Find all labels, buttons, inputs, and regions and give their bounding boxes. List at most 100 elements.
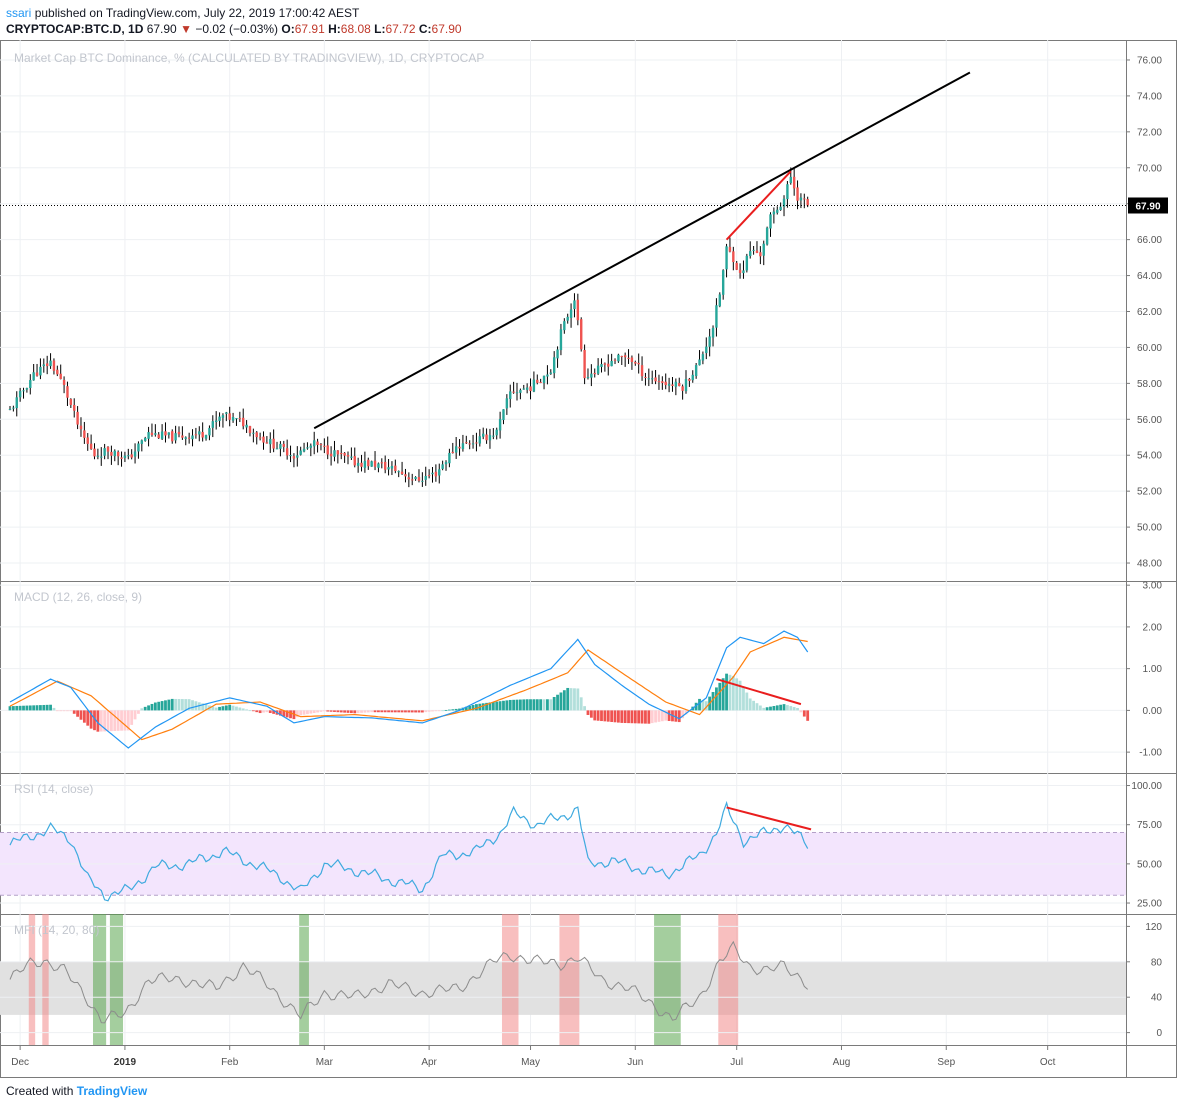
price-axis-tick-label: 56.00: [1137, 415, 1162, 426]
candle-body: [404, 474, 407, 477]
macd-histogram-bar: [731, 675, 735, 711]
candles[interactable]: [8, 167, 809, 488]
macd-histogram-bar: [752, 700, 755, 711]
macd-histogram-bar: [711, 692, 715, 711]
candle-body: [140, 440, 144, 444]
macd-histogram-bar: [600, 710, 603, 722]
macd-histogram-bar: [170, 698, 174, 711]
rising-wedge-line[interactable]: [725, 170, 792, 241]
macd-histogram-bar: [495, 701, 499, 711]
created-with-text: Created with: [6, 1084, 74, 1098]
macd-histogram-bar: [160, 701, 164, 711]
macd-histogram-bar: [59, 710, 63, 712]
candle-body: [56, 369, 59, 375]
candle-body: [76, 411, 79, 425]
macd-histogram-bar: [525, 699, 529, 711]
candle-body: [691, 374, 694, 381]
candle-body: [52, 360, 56, 371]
chart-canvas[interactable]: 48.00 50.00 52.00 54.00 56.00 58.00 60.00 62.00…: [0, 40, 1182, 1080]
macd-divergence-line[interactable]: [716, 678, 802, 706]
high-value: 68.08: [340, 22, 371, 36]
macd-histogram-bar: [755, 703, 759, 711]
macd-histogram-bar: [606, 710, 610, 722]
macd-histogram-bar: [796, 708, 799, 711]
macd-histogram-bar: [569, 688, 573, 711]
macd-histogram-bar: [319, 710, 323, 712]
candle-body: [309, 445, 313, 448]
macd-histogram-bar: [221, 706, 225, 711]
mfi-axis-tick-label: 80: [1151, 957, 1163, 968]
macd-axis-tick-label: -1.00: [1139, 748, 1162, 759]
macd-histogram-bar: [339, 710, 343, 713]
candle-body: [661, 381, 664, 383]
macd-histogram-bar: [437, 710, 441, 712]
candle-body: [154, 433, 157, 435]
candle-body: [738, 269, 742, 273]
macd-histogram-bar: [143, 706, 147, 711]
tradingview-logo[interactable]: TradingView: [76, 1084, 148, 1098]
macd-histogram-bar: [309, 710, 313, 714]
x-tick-label: 2019: [114, 1057, 137, 1068]
candle-body: [62, 379, 66, 386]
mfi-title: MFI (14, 20, 80): [14, 923, 99, 937]
author-link[interactable]: ssari: [6, 6, 32, 20]
candle-body: [89, 443, 93, 450]
candle-body: [289, 455, 292, 457]
candle-body: [340, 453, 343, 455]
trendline[interactable]: [313, 71, 971, 430]
macd-histogram-bar: [701, 700, 705, 711]
candle-body: [221, 415, 225, 418]
candle-body: [383, 461, 387, 470]
macd-histogram-bar: [370, 710, 374, 713]
price-axis-tick-label: 74.00: [1137, 91, 1162, 102]
macd-histogram-bar: [579, 697, 583, 711]
candle-body: [502, 409, 505, 421]
macd-histogram-bar: [15, 705, 19, 711]
price-axis-tick-label: 66.00: [1137, 235, 1162, 246]
macd-histogram-bar: [715, 687, 718, 711]
published-text: published on TradingView.com, July 22, 2…: [34, 6, 360, 20]
candle-body: [167, 432, 171, 435]
macd-histogram-bar: [333, 710, 336, 712]
macd-histogram-bar: [698, 698, 701, 711]
candle-body: [576, 299, 580, 321]
candle-body: [22, 390, 25, 392]
candle-body: [282, 443, 285, 447]
candle-body: [525, 387, 529, 390]
macd-histogram-bar: [238, 707, 242, 711]
candle-body: [546, 374, 549, 377]
macd-histogram-bar: [792, 707, 796, 711]
candle-body: [106, 446, 110, 452]
candle-body: [319, 444, 323, 446]
macd-histogram-bar: [627, 710, 630, 724]
macd-histogram-bar: [471, 705, 475, 711]
candle-body: [306, 447, 309, 449]
candle-body: [387, 467, 390, 470]
interval[interactable]: 1D: [128, 22, 144, 36]
candle-body: [316, 441, 319, 445]
macd-histogram-bar: [583, 706, 586, 711]
macd-histogram-bar: [532, 699, 536, 711]
candle-body: [519, 390, 522, 393]
macd-histogram-bar: [637, 710, 641, 724]
symbol-name[interactable]: CRYPTOCAP:BTC.D,: [6, 22, 125, 36]
candle-body: [705, 346, 708, 354]
macd-histogram-bar: [214, 707, 218, 711]
rsi-divergence-line[interactable]: [726, 806, 812, 831]
candle-body: [796, 187, 799, 201]
macd-histogram-bar: [475, 704, 478, 711]
candle-body: [228, 413, 231, 420]
macd-histogram-bar: [630, 710, 634, 724]
macd-histogram-bar: [434, 710, 438, 712]
macd-histogram-bar: [664, 710, 668, 721]
candle-body: [208, 428, 211, 436]
candle-body: [255, 432, 258, 438]
candle-body: [86, 437, 89, 444]
candle-body: [549, 372, 552, 374]
candle-body: [583, 349, 586, 379]
candle-body: [252, 432, 255, 434]
macd-histogram-bar: [427, 710, 431, 712]
macd-histogram-bar: [346, 710, 350, 713]
macd-histogram-bar: [86, 710, 90, 726]
candle-body: [536, 379, 539, 383]
